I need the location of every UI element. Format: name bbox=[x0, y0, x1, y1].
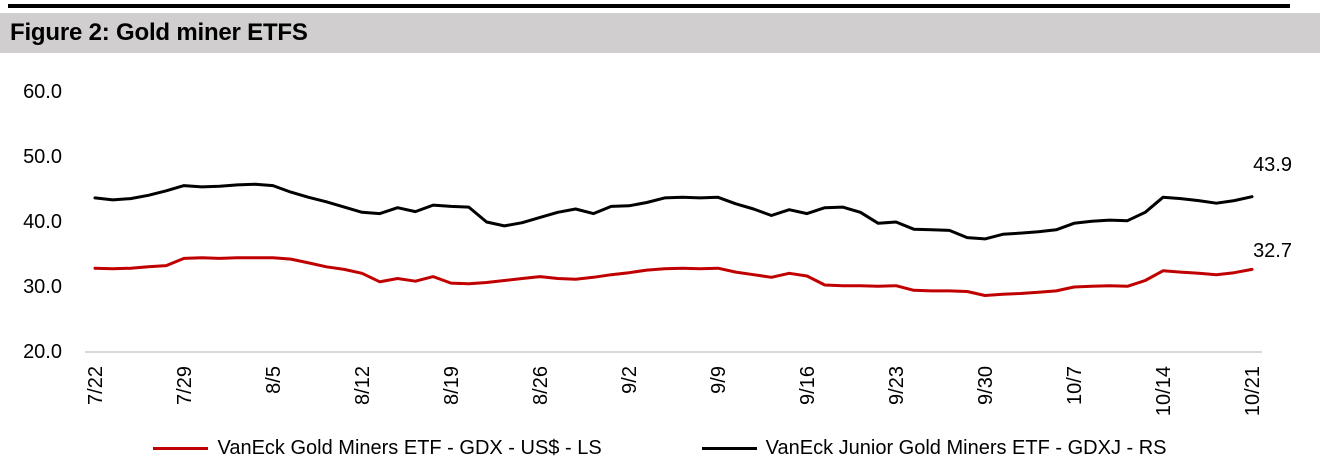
gdx-line-swatch bbox=[153, 447, 209, 450]
x-tick-label: 8/26 bbox=[530, 366, 552, 405]
legend-item-gdxj: VanEck Junior Gold Miners ETF - GDXJ - R… bbox=[701, 437, 1167, 460]
x-tick-label: 7/29 bbox=[174, 366, 196, 405]
legend: VanEck Gold Miners ETF - GDX - US$ - LS … bbox=[0, 437, 1320, 460]
gdxj-end-value-label: 43.9 bbox=[1253, 154, 1292, 176]
x-tick-label: 7/22 bbox=[85, 366, 107, 405]
top-rule bbox=[8, 4, 1290, 8]
x-tick-label: 10/14 bbox=[1153, 366, 1175, 417]
x-tick-label: 9/16 bbox=[797, 366, 819, 405]
figure-title-bar: Figure 2: Gold miner ETFS bbox=[0, 13, 1320, 53]
y-tick-label: 60.0 bbox=[23, 81, 62, 103]
x-tick-label: 8/12 bbox=[352, 366, 374, 405]
chart-plot-area bbox=[85, 182, 1262, 353]
x-tick-label: 8/19 bbox=[441, 366, 463, 405]
x-tick-label: 9/2 bbox=[619, 366, 641, 394]
x-tick-label: 9/30 bbox=[975, 366, 997, 405]
gdxj-line-swatch bbox=[701, 447, 757, 450]
x-tick-label: 10/21 bbox=[1242, 366, 1264, 417]
y-tick-label: 20.0 bbox=[23, 341, 62, 363]
figure-title: Figure 2: Gold miner ETFS bbox=[10, 19, 308, 46]
y-tick-label: 50.0 bbox=[23, 146, 62, 168]
x-tick-label: 9/23 bbox=[886, 366, 908, 405]
gdxj-line bbox=[93, 182, 1254, 241]
y-tick-label: 30.0 bbox=[23, 276, 62, 298]
gdx-legend-label: VanEck Gold Miners ETF - GDX - US$ - LS bbox=[217, 437, 602, 459]
x-tick-label: 10/7 bbox=[1064, 366, 1086, 405]
gdx-end-value-label: 32.7 bbox=[1253, 240, 1292, 262]
gdxj-legend-label: VanEck Junior Gold Miners ETF - GDXJ - R… bbox=[765, 437, 1167, 459]
x-tick-label: 9/9 bbox=[708, 366, 730, 394]
legend-item-gdx: VanEck Gold Miners ETF - GDX - US$ - LS bbox=[153, 437, 602, 460]
x-tick-label: 8/5 bbox=[263, 366, 285, 394]
y-tick-label: 40.0 bbox=[23, 211, 62, 233]
gdx-line bbox=[93, 256, 1254, 297]
